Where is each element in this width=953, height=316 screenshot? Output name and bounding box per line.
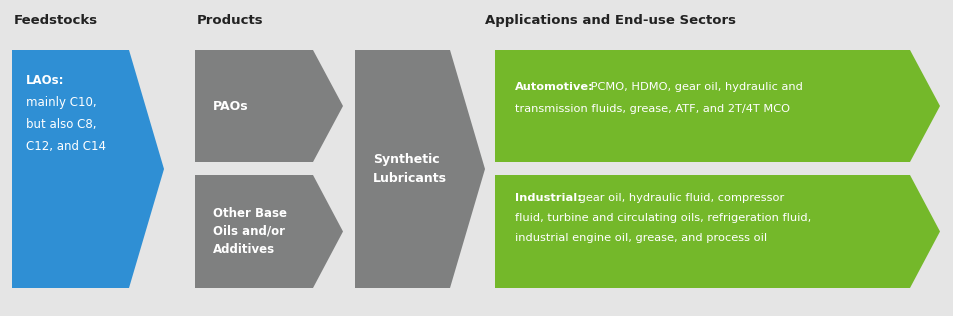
Text: LAOs:: LAOs: bbox=[26, 74, 65, 87]
Text: PCMO, HDMO, gear oil, hydraulic and: PCMO, HDMO, gear oil, hydraulic and bbox=[586, 82, 802, 92]
Text: but also C8,: but also C8, bbox=[26, 118, 96, 131]
Text: mainly C10,: mainly C10, bbox=[26, 96, 96, 109]
Text: transmission fluids, grease, ATF, and 2T/4T MCO: transmission fluids, grease, ATF, and 2T… bbox=[515, 104, 789, 114]
Text: Synthetic
Lubricants: Synthetic Lubricants bbox=[373, 154, 447, 185]
Polygon shape bbox=[495, 50, 939, 162]
Text: gear oil, hydraulic fluid, compressor: gear oil, hydraulic fluid, compressor bbox=[575, 193, 783, 203]
Text: fluid, turbine and circulating oils, refrigeration fluid,: fluid, turbine and circulating oils, ref… bbox=[515, 213, 810, 223]
Polygon shape bbox=[355, 50, 484, 288]
Text: industrial engine oil, grease, and process oil: industrial engine oil, grease, and proce… bbox=[515, 233, 766, 243]
Polygon shape bbox=[12, 50, 164, 288]
Text: Applications and End-use Sectors: Applications and End-use Sectors bbox=[484, 14, 735, 27]
Text: Other Base
Oils and/or
Additives: Other Base Oils and/or Additives bbox=[213, 207, 287, 256]
Text: Industrial:: Industrial: bbox=[515, 193, 581, 203]
Polygon shape bbox=[194, 175, 343, 288]
Text: Automotive:: Automotive: bbox=[515, 82, 593, 92]
Text: Products: Products bbox=[196, 14, 263, 27]
Text: Feedstocks: Feedstocks bbox=[14, 14, 98, 27]
Polygon shape bbox=[495, 175, 939, 288]
Text: PAOs: PAOs bbox=[213, 100, 249, 112]
Text: C12, and C14: C12, and C14 bbox=[26, 140, 106, 153]
Polygon shape bbox=[194, 50, 343, 162]
